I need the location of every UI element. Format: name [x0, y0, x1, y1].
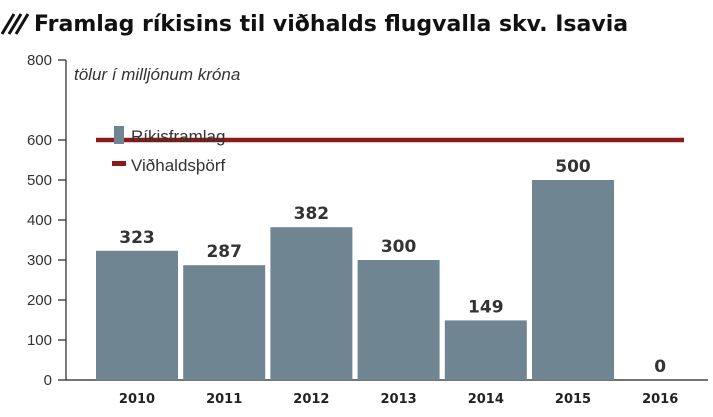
bar: [96, 250, 178, 380]
legend: Ríkisframlag Viðhaldsþörf: [112, 126, 225, 175]
x-tick-label: 2010: [119, 392, 155, 407]
y-tick-label: 200: [27, 292, 52, 309]
legend-label-bar: Ríkisframlag: [131, 127, 225, 146]
x-tick-label: 2012: [293, 392, 329, 407]
data-label: 0: [654, 357, 666, 377]
bar: [357, 260, 440, 380]
bar: [444, 320, 527, 380]
x-tick-label: 2016: [642, 392, 678, 407]
data-label: 323: [119, 228, 155, 248]
data-label: 149: [468, 297, 504, 317]
y-tick-label: 0: [44, 372, 52, 389]
title-hatch-icon: [0, 13, 30, 35]
legend-swatch-bar: [114, 126, 124, 144]
data-labels: 323 287 382 300 149 500 0: [119, 157, 666, 377]
y-tick-label: 800: [27, 52, 52, 69]
y-tick-label: 600: [27, 132, 52, 149]
x-tick-label: 2013: [381, 392, 417, 407]
x-tick-label: 2015: [555, 392, 591, 407]
chart-subtitle: tölur í milljónum króna: [74, 65, 240, 84]
data-label: 382: [294, 204, 330, 224]
y-tick-label: 500: [27, 172, 52, 189]
y-tick-label: 300: [27, 252, 52, 269]
bars: [96, 180, 614, 380]
bar: [270, 227, 353, 380]
legend-label-line: Viðhaldsþörf: [131, 156, 225, 175]
bar: [183, 265, 266, 380]
chart-title: Framlag ríkisins til viðhalds flugvalla …: [34, 12, 628, 37]
data-label: 287: [206, 242, 242, 262]
bar: [532, 180, 614, 380]
data-label: 300: [381, 237, 417, 257]
data-label: 500: [555, 157, 591, 177]
y-tick-label: 400: [27, 212, 52, 229]
x-ticks: 2010 2011 2012 2013 2014 2015 2016: [119, 392, 678, 407]
x-tick-label: 2011: [206, 392, 242, 407]
legend-swatch-line: [112, 161, 126, 166]
y-ticks: 0 100 200 300 400 500 600 800: [27, 52, 66, 389]
y-tick-label: 100: [27, 332, 52, 349]
x-tick-label: 2014: [468, 392, 504, 407]
